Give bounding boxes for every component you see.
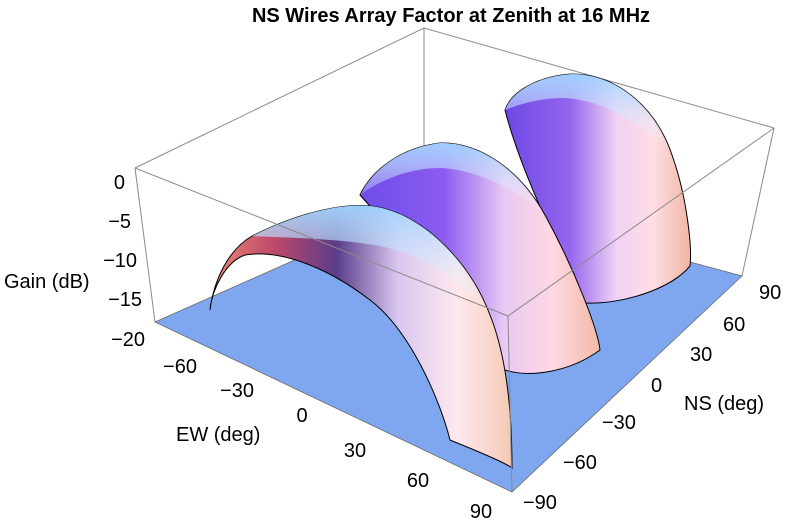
x-axis: −60 −30 0 30 60 90 EW (deg) <box>163 356 492 523</box>
z-axis-label: Gain (dB) <box>4 271 90 293</box>
z-tick-label: −20 <box>111 329 145 351</box>
x-tick-label: −60 <box>163 356 197 378</box>
chart-title: NS Wires Array Factor at Zenith at 16 MH… <box>252 5 650 27</box>
y-axis: 90 60 30 0 −30 −60 −90 NS (deg) <box>523 282 781 514</box>
box-front-edges <box>134 127 775 493</box>
y-axis-label: NS (deg) <box>684 393 764 415</box>
y-tick-label: 0 <box>651 375 662 397</box>
z-tick-label: −10 <box>103 250 137 272</box>
x-tick-label: −30 <box>220 380 254 402</box>
y-tick-label: −30 <box>602 412 636 434</box>
x-tick-label: 0 <box>296 405 307 427</box>
lobe-ns-neg60 <box>209 205 513 470</box>
y-tick-label: 60 <box>723 314 745 336</box>
y-tick-label: 30 <box>690 344 712 366</box>
x-tick-label: 90 <box>470 501 492 523</box>
y-tick-label: −60 <box>563 452 597 474</box>
z-tick-label: −15 <box>108 289 142 311</box>
lobe-ns-60 <box>504 73 691 304</box>
z-axis: 0 −5 −10 −15 −20 Gain (dB) <box>4 172 145 351</box>
x-tick-label: 60 <box>407 470 429 492</box>
x-tick-label: 30 <box>344 440 366 462</box>
y-tick-label: 90 <box>759 282 781 304</box>
z-tick-label: −5 <box>108 211 131 233</box>
x-axis-label: EW (deg) <box>176 424 260 446</box>
y-tick-label: −90 <box>523 492 557 514</box>
z-tick-label: 0 <box>114 172 125 194</box>
